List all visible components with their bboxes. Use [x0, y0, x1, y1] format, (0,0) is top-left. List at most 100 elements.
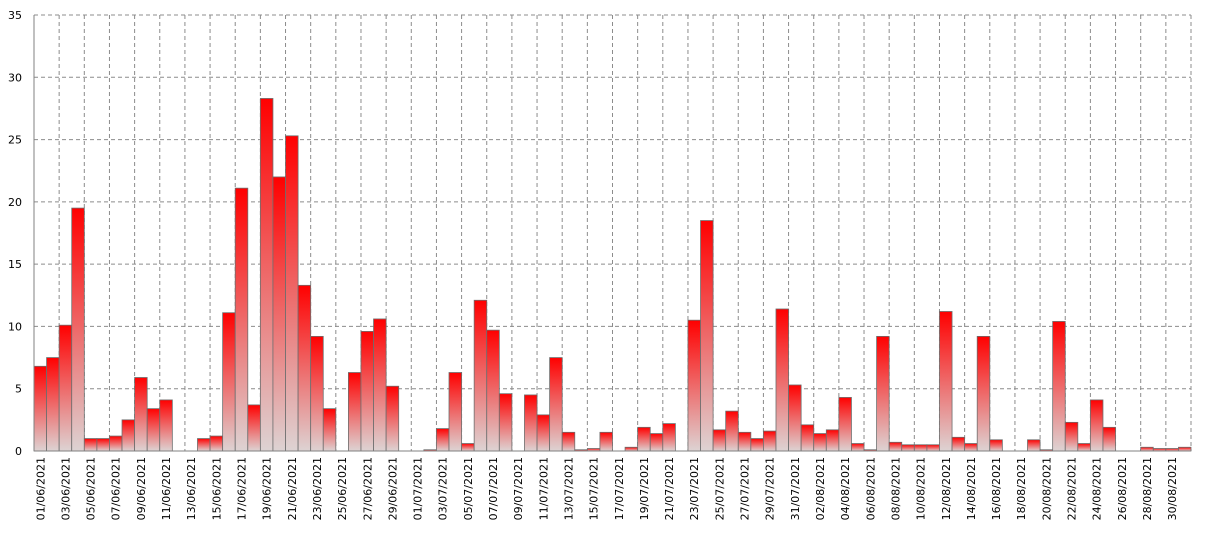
x-tick-label: 16/08/2021	[990, 457, 1003, 520]
y-tick-label: 15	[8, 258, 22, 271]
y-tick-label: 35	[8, 9, 22, 22]
x-tick-label: 01/07/2021	[412, 457, 425, 520]
bar	[964, 443, 978, 452]
x-tick-label: 29/06/2021	[386, 457, 399, 520]
bar	[448, 372, 462, 452]
bar	[737, 431, 752, 452]
bar	[310, 335, 324, 452]
bar	[348, 372, 362, 452]
bar	[360, 331, 374, 452]
x-tick-label: 03/07/2021	[437, 457, 450, 520]
x-tick-label: 12/08/2021	[940, 457, 953, 520]
x-tick-label: 14/08/2021	[965, 457, 978, 520]
x-tick-label: 17/06/2021	[236, 457, 249, 520]
bar	[888, 441, 903, 452]
x-tick-label: 08/08/2021	[889, 457, 902, 520]
bar	[1052, 321, 1066, 452]
bar	[662, 423, 676, 452]
x-tick-label: 07/06/2021	[110, 457, 123, 520]
bar	[851, 443, 865, 452]
bar	[285, 135, 299, 452]
x-tick-label: 18/08/2021	[1015, 457, 1028, 520]
bar	[913, 444, 928, 452]
bar	[549, 357, 563, 452]
bar	[788, 384, 802, 452]
x-tick-label: 27/06/2021	[361, 457, 374, 520]
bar	[272, 176, 286, 452]
bar	[700, 220, 714, 452]
bar	[624, 446, 639, 452]
bar	[197, 438, 211, 452]
x-tick-label: 15/07/2021	[588, 457, 601, 520]
x-tick-label: 21/07/2021	[663, 457, 676, 520]
x-tick-label: 15/06/2021	[210, 457, 223, 520]
bar	[234, 187, 249, 452]
x-tick-label: 19/06/2021	[261, 457, 274, 520]
x-tick-label: 09/07/2021	[512, 457, 525, 520]
bar	[473, 299, 488, 452]
x-tick-label: 30/08/2021	[1166, 457, 1179, 520]
y-tick-label: 0	[15, 445, 22, 458]
bar	[209, 435, 224, 452]
x-tick-label: 10/08/2021	[915, 457, 928, 520]
x-tick-label: 22/08/2021	[1066, 457, 1079, 520]
bar	[976, 335, 991, 452]
bar	[763, 430, 777, 452]
x-tick-label: 29/07/2021	[764, 457, 777, 520]
y-tick-label: 25	[8, 134, 22, 147]
bar	[259, 98, 274, 452]
x-tick-label: 11/06/2021	[160, 457, 173, 520]
x-tick-label: 31/07/2021	[789, 457, 802, 520]
bar	[146, 408, 161, 452]
bar	[297, 284, 312, 452]
bar	[926, 444, 940, 452]
x-tick-label: 23/06/2021	[311, 457, 324, 520]
bar	[1089, 399, 1104, 452]
x-tick-label: 07/07/2021	[487, 457, 500, 520]
x-tick-label: 11/07/2021	[537, 457, 550, 520]
bar	[109, 435, 123, 452]
bar	[33, 365, 47, 452]
bar	[159, 399, 173, 452]
bar	[536, 414, 551, 452]
x-tick-label: 24/08/2021	[1091, 457, 1104, 520]
x-tick-label: 26/08/2021	[1116, 457, 1129, 520]
bar	[486, 329, 500, 452]
x-tick-label: 25/06/2021	[336, 457, 349, 520]
bar	[436, 428, 450, 452]
x-tick-label: 03/06/2021	[59, 457, 72, 520]
bar	[524, 394, 538, 452]
bar	[58, 324, 73, 452]
x-tick-label: 20/08/2021	[1040, 457, 1053, 520]
bar	[599, 431, 613, 452]
bar	[876, 335, 890, 452]
bar	[83, 438, 98, 452]
bar	[637, 426, 651, 452]
x-tick-label: 13/07/2021	[562, 457, 575, 520]
y-tick-label: 5	[15, 383, 22, 396]
bar	[498, 393, 513, 452]
bar	[989, 439, 1003, 452]
bar	[1178, 446, 1192, 452]
bar	[750, 438, 764, 452]
bar	[951, 436, 966, 452]
bar	[800, 424, 815, 452]
x-tick-label: 17/07/2021	[613, 457, 626, 520]
bar	[96, 438, 110, 452]
x-tick-label: 04/08/2021	[839, 457, 852, 520]
bar	[385, 385, 400, 452]
x-tick-label: 05/07/2021	[462, 457, 475, 520]
x-tick-label: 27/07/2021	[739, 457, 752, 520]
bar	[561, 431, 576, 452]
y-tick-label: 10	[8, 320, 22, 333]
bar	[71, 207, 85, 452]
bar	[1102, 426, 1116, 452]
x-tick-label: 02/08/2021	[814, 457, 827, 520]
bar	[825, 429, 840, 452]
bar	[687, 319, 701, 452]
bar	[725, 410, 739, 452]
x-tick-label: 23/07/2021	[688, 457, 701, 520]
bar	[901, 444, 915, 452]
x-tick-label: 05/06/2021	[85, 457, 98, 520]
